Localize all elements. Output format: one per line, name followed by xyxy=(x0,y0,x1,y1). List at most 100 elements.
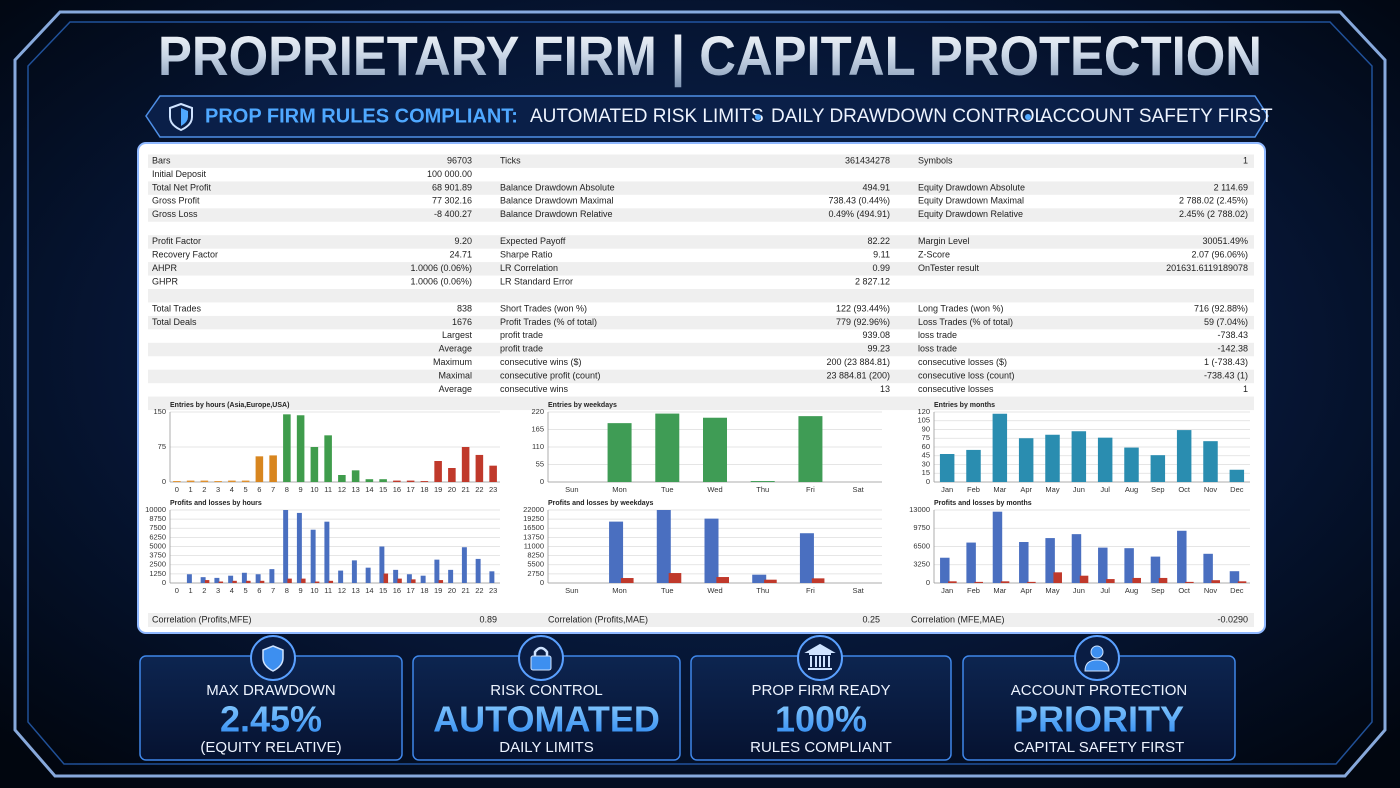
stat-label: Profit Trades (% of total) xyxy=(500,317,597,327)
x-tick-label: Thu xyxy=(756,586,769,595)
bar xyxy=(1098,547,1108,583)
y-tick-label: 220 xyxy=(531,407,544,416)
bar xyxy=(314,581,320,583)
y-tick-label: 8250 xyxy=(527,551,544,560)
stat-value: 738.43 (0.44%) xyxy=(828,196,890,206)
stat-value: 2 114.69 xyxy=(1214,182,1248,192)
bar xyxy=(393,569,399,583)
y-tick-label: 22000 xyxy=(523,505,544,514)
bar xyxy=(228,480,236,482)
bar xyxy=(310,529,316,583)
stat-label: Initial Deposit xyxy=(152,169,207,179)
x-tick-label: May xyxy=(1045,586,1059,595)
stat-value: 100 000.00 xyxy=(427,169,472,179)
x-tick-label: 20 xyxy=(448,485,456,494)
bar xyxy=(764,579,777,583)
stat-label: Sharpe Ratio xyxy=(500,250,553,260)
x-tick-label: 3 xyxy=(216,485,220,494)
bar xyxy=(750,481,775,482)
y-tick-label: 150 xyxy=(153,407,166,416)
stat-label: LR Standard Error xyxy=(500,276,573,286)
stat-label: consecutive loss (count) xyxy=(918,371,1015,381)
x-tick-label: 20 xyxy=(448,586,456,595)
chart-title: Profits and losses by hours xyxy=(170,500,262,507)
y-tick-label: 2500 xyxy=(149,560,166,569)
bar xyxy=(351,470,360,482)
bar xyxy=(489,571,495,583)
bar xyxy=(1185,581,1194,583)
x-tick-label: 0 xyxy=(175,586,179,595)
stat-value: Maximal xyxy=(438,371,472,381)
x-tick-label: 6 xyxy=(257,485,261,494)
x-tick-label: 13 xyxy=(351,586,359,595)
row-stripe xyxy=(148,181,1254,195)
bar xyxy=(1176,430,1192,482)
x-tick-label: Jun xyxy=(1073,586,1085,595)
x-tick-label: 18 xyxy=(420,485,428,494)
bar xyxy=(668,573,682,583)
bar xyxy=(1071,431,1087,482)
bar xyxy=(1229,571,1240,583)
x-tick-label: Fri xyxy=(806,485,815,494)
stat-value: 201631.6119189078 xyxy=(1166,263,1248,273)
stat-label: consecutive profit (count) xyxy=(500,371,601,381)
stat-value: 99.23 xyxy=(867,344,890,354)
bar xyxy=(246,580,251,583)
stat-label: consecutive wins ($) xyxy=(500,357,582,367)
shield-icon xyxy=(262,645,284,672)
y-tick-label: 0 xyxy=(162,578,166,587)
bar xyxy=(434,559,440,583)
bar xyxy=(620,578,634,583)
card-subtitle: CAPITAL SAFETY FIRST xyxy=(1014,739,1185,756)
chart-title: Profits and losses by months xyxy=(934,500,1032,507)
row-stripe xyxy=(148,208,1254,222)
card-value: 2.45% xyxy=(220,699,322,740)
stat-value: Maximum xyxy=(433,357,472,367)
bar xyxy=(966,542,976,583)
stat-value: 1 xyxy=(1243,384,1248,394)
x-tick-label: Jun xyxy=(1073,485,1085,494)
stat-value: Average xyxy=(439,384,472,394)
stat-value: -142.38 xyxy=(1217,344,1248,354)
bar xyxy=(716,577,729,583)
bar xyxy=(1177,530,1187,583)
x-tick-label: Mar xyxy=(993,485,1006,494)
x-tick-label: 4 xyxy=(230,485,234,494)
stat-label: consecutive losses xyxy=(918,384,994,394)
x-tick-label: 15 xyxy=(379,485,387,494)
x-tick-label: 11 xyxy=(324,485,332,494)
bar xyxy=(283,510,289,583)
x-tick-label: Jul xyxy=(1100,586,1110,595)
bar xyxy=(438,580,444,583)
bar xyxy=(811,578,825,583)
y-tick-label: 0 xyxy=(162,477,166,486)
x-tick-label: 14 xyxy=(365,485,373,494)
bar xyxy=(448,569,454,583)
x-tick-label: 21 xyxy=(461,485,469,494)
stat-label: consecutive losses ($) xyxy=(918,357,1007,367)
y-tick-label: 13000 xyxy=(909,505,930,514)
frame-inner xyxy=(27,21,1373,765)
row-stripe xyxy=(148,315,1254,330)
x-tick-label: Fri xyxy=(806,586,815,595)
stat-value: Average xyxy=(439,344,472,354)
stat-value: 361434278 xyxy=(845,155,890,165)
banner-item: DAILY DRAWDOWN CONTROL xyxy=(771,106,1045,127)
x-tick-label: Tue xyxy=(661,586,674,595)
bar xyxy=(397,578,402,583)
bar xyxy=(283,414,291,482)
bank-icon xyxy=(804,643,836,670)
stat-value: 68 901.89 xyxy=(432,182,472,192)
bar xyxy=(752,574,767,583)
bar xyxy=(655,413,680,482)
bar xyxy=(255,456,264,482)
x-tick-label: 23 xyxy=(489,485,497,494)
y-tick-label: 120 xyxy=(917,407,930,416)
stat-label: Total Trades xyxy=(152,303,202,313)
card-subtitle: DAILY LIMITS xyxy=(499,739,593,756)
x-tick-label: 18 xyxy=(420,586,428,595)
stat-label: consecutive wins xyxy=(500,384,569,394)
stat-label: Gross Loss xyxy=(152,209,198,219)
x-tick-label: 1 xyxy=(189,586,193,595)
bar xyxy=(296,415,305,482)
